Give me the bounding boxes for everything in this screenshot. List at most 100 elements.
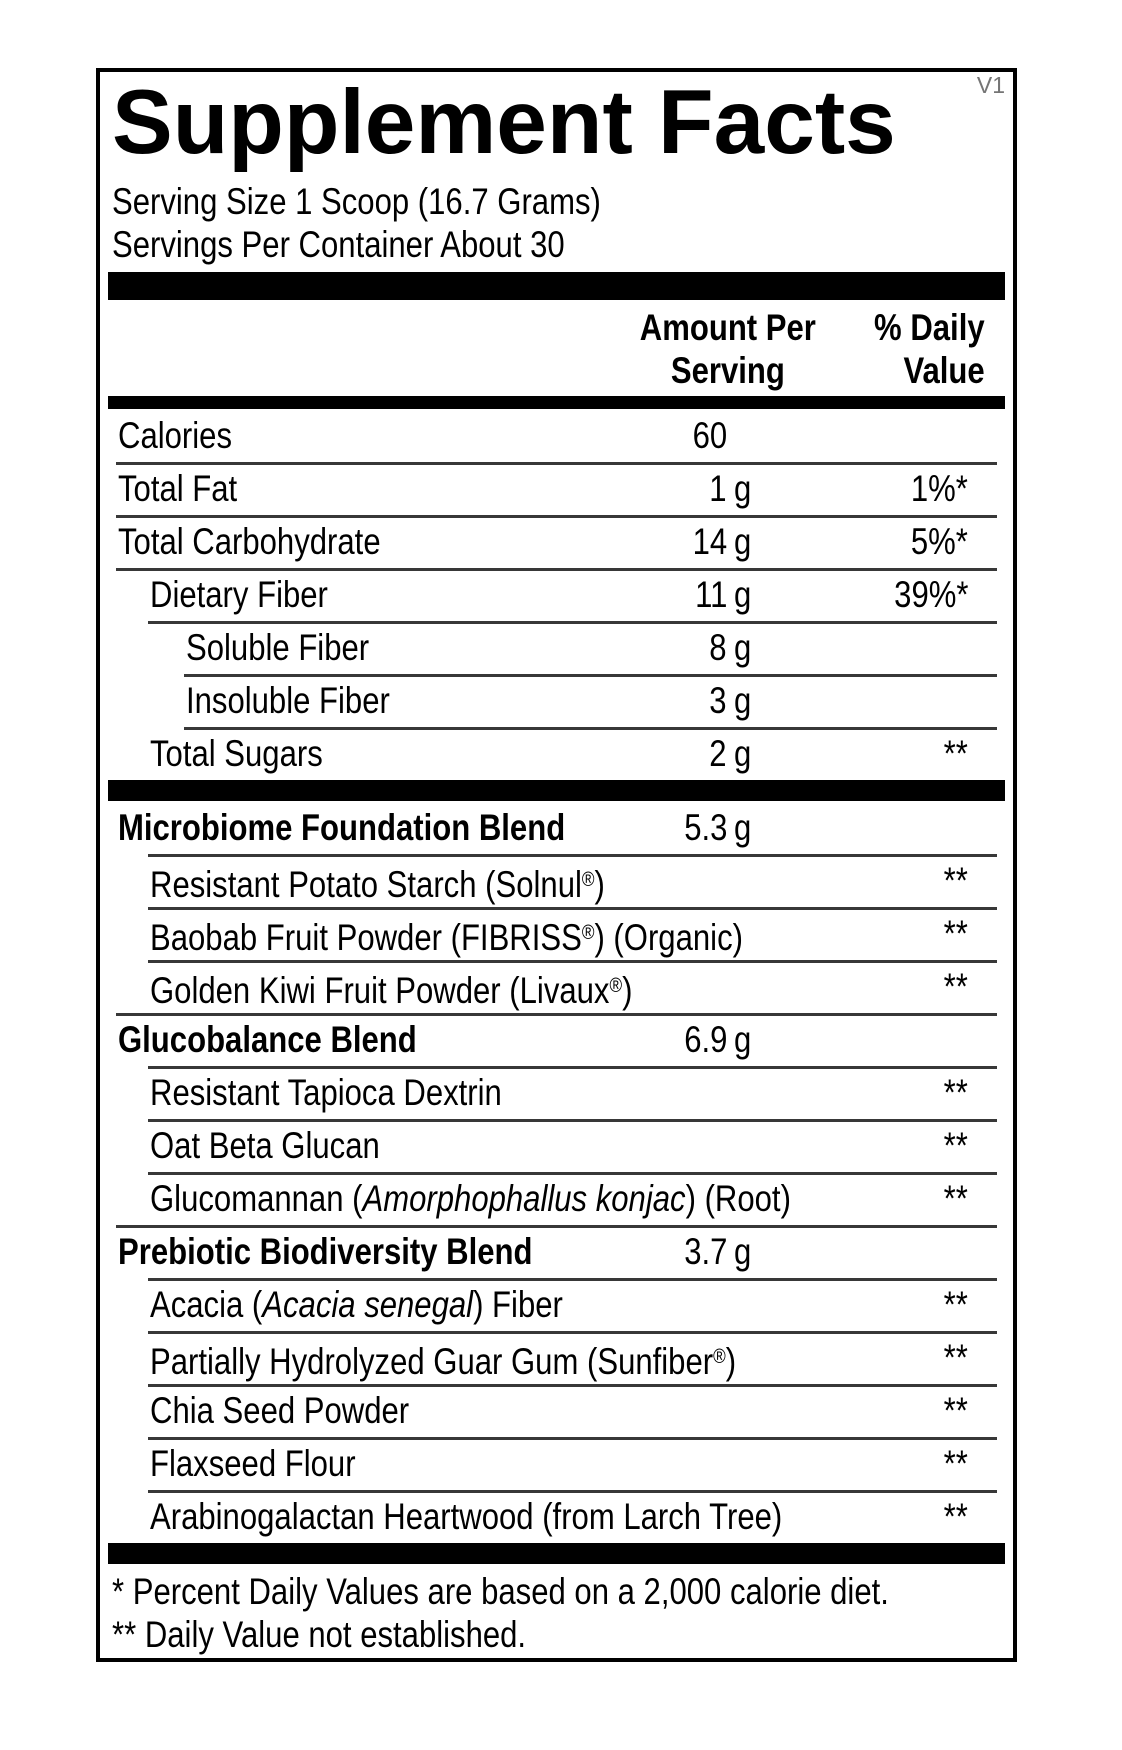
row-separator	[148, 854, 997, 857]
nutrient-name-segment: Calories	[118, 415, 233, 456]
table-row: Prebiotic Biodiversity Blend 3.7 g	[100, 1225, 1013, 1278]
amount-unit: g	[734, 807, 752, 848]
nutrient-name: Chia Seed Powder	[150, 1384, 409, 1437]
dv-header-line2: Value	[903, 350, 985, 391]
daily-value: **	[943, 1337, 968, 1378]
table-row: Calories 60	[100, 409, 1013, 462]
row-separator	[148, 1066, 997, 1069]
dv-header-line1: % Daily	[874, 307, 985, 348]
amount-value: 3	[709, 680, 727, 721]
serving-size-line: Serving Size 1 Scoop (16.7 Grams)	[112, 181, 601, 222]
table-row: Soluble Fiber 8 g	[100, 621, 1013, 674]
table-row: Glucomannan (Amorphophallus konjac) (Roo…	[100, 1172, 1013, 1225]
nutrient-name-segment: Glucomannan (	[150, 1178, 363, 1219]
daily-value: **	[943, 1125, 968, 1166]
nutrient-name-segment: Partially Hydrolyzed Guar Gum (Sunfiber	[150, 1341, 714, 1383]
nutrient-name: Calories	[118, 409, 232, 462]
daily-value-header: % Daily Value	[853, 306, 985, 392]
dv-header-line1-row: % Daily	[853, 306, 985, 349]
nutrient-name-segment: Baobab Fruit Powder (FIBRISS	[150, 917, 582, 959]
daily-value: **	[943, 733, 968, 774]
table-row: Baobab Fruit Powder (FIBRISS®) (Organic)…	[100, 907, 1013, 960]
nutrient-name: Partially Hydrolyzed Guar Gum (Sunfiber®…	[150, 1331, 736, 1388]
nutrient-name: Insoluble Fiber	[186, 674, 390, 727]
nutrient-name-segment: ) (Organic)	[594, 917, 743, 959]
nutrient-name-segment: Resistant Tapioca Dextrin	[150, 1072, 502, 1113]
table-row: Total Carbohydrate 14 g 5%*	[100, 515, 1013, 568]
table-row: Microbiome Foundation Blend 5.3 g	[100, 801, 1013, 854]
serving-info: Serving Size 1 Scoop (16.7 Grams) Servin…	[112, 180, 1013, 266]
nutrient-name-segment: Total Sugars	[150, 733, 323, 774]
registered-trademark-symbol: ®	[713, 1346, 726, 1368]
nutrient-name: Glucobalance Blend	[118, 1013, 417, 1066]
nutrient-name-segment: ) Fiber	[473, 1284, 563, 1325]
thick-divider-bar	[108, 1543, 1005, 1564]
footnote-daily-values: * Percent Daily Values are based on a 2,…	[112, 1571, 889, 1612]
nutrient-name-segment: Acacia senegal	[262, 1284, 474, 1325]
serving-size-row: Serving Size 1 Scoop (16.7 Grams)	[112, 180, 1013, 223]
nutrient-name-segment: Golden Kiwi Fruit Powder (Livaux	[150, 970, 610, 1012]
row-separator	[148, 1278, 997, 1281]
daily-value: **	[943, 1284, 968, 1325]
top-divider-bar	[108, 272, 1005, 300]
amount-unit: g	[734, 733, 752, 774]
nutrient-name: Microbiome Foundation Blend	[118, 801, 565, 854]
amount-value: 2	[709, 733, 727, 774]
table-row: Insoluble Fiber 3 g	[100, 674, 1013, 727]
row-separator	[116, 462, 997, 465]
nutrient-name: Glucomannan (Amorphophallus konjac) (Roo…	[150, 1172, 791, 1225]
table-row: Dietary Fiber 11 g 39%*	[100, 568, 1013, 621]
nutrient-name: Dietary Fiber	[150, 568, 328, 621]
registered-trademark-symbol: ®	[581, 922, 595, 944]
nutrient-name-segment: Soluble Fiber	[186, 627, 370, 668]
row-separator	[148, 621, 997, 624]
nutrient-name-segment: Prebiotic Biodiversity Blend	[118, 1231, 533, 1272]
nutrient-name: Resistant Tapioca Dextrin	[150, 1066, 502, 1119]
row-separator	[148, 960, 997, 963]
daily-value: **	[943, 1443, 968, 1484]
thick-divider-bar	[108, 780, 1005, 801]
nutrient-name-segment: Oat Beta Glucan	[150, 1125, 380, 1166]
nutrient-name: Soluble Fiber	[186, 621, 369, 674]
version-tag: V1	[976, 72, 1005, 98]
nutrient-name: Prebiotic Biodiversity Blend	[118, 1225, 533, 1278]
row-separator	[184, 727, 997, 730]
daily-value: 5%*	[910, 521, 968, 562]
label-title: Supplement Facts	[112, 72, 896, 173]
amount-value: 14	[692, 521, 727, 562]
amount-value: 1	[709, 468, 727, 509]
amount-value: 6.9	[683, 1019, 727, 1060]
amount-unit: g	[734, 627, 752, 668]
nutrient-name-segment: Arabinogalactan Heartwood (from Larch Tr…	[150, 1496, 783, 1537]
nutrient-name-segment: )	[725, 1341, 737, 1383]
dv-header-line2-row: Value	[853, 349, 985, 392]
nutrient-name: Resistant Potato Starch (Solnul®)	[150, 854, 605, 911]
supplement-facts-label: V1 Supplement Facts Serving Size 1 Scoop…	[96, 68, 1017, 1662]
amount-value: 11	[694, 574, 727, 615]
table-row: Golden Kiwi Fruit Powder (Livaux®) **	[100, 960, 1013, 1013]
nutrient-name-segment: Acacia (	[150, 1284, 263, 1325]
amount-value: 3.7	[683, 1231, 727, 1272]
nutrient-name-segment: Amorphophallus konjac	[362, 1178, 686, 1219]
servings-per-container-row: Servings Per Container About 30	[112, 223, 1013, 266]
nutrient-name-segment: Glucobalance Blend	[118, 1019, 417, 1060]
amount-unit: g	[734, 468, 752, 509]
amount-unit: g	[734, 1019, 752, 1060]
table-row: Resistant Potato Starch (Solnul®) **	[100, 854, 1013, 907]
nutrient-name-segment: Chia Seed Powder	[150, 1390, 410, 1431]
nutrient-name-segment: Microbiome Foundation Blend	[118, 807, 566, 848]
footnote-not-established: ** Daily Value not established.	[112, 1614, 527, 1655]
nutrient-name: Oat Beta Glucan	[150, 1119, 380, 1172]
daily-value: **	[943, 1072, 968, 1113]
nutrient-name-segment: Dietary Fiber	[150, 574, 328, 615]
daily-value: **	[943, 913, 968, 954]
table-row: Acacia (Acacia senegal) Fiber **	[100, 1278, 1013, 1331]
nutrient-name: Golden Kiwi Fruit Powder (Livaux®)	[150, 960, 632, 1017]
footnote-row: ** Daily Value not established.	[112, 1613, 1013, 1656]
column-headers: Amount Per Serving % Daily Value	[100, 300, 1013, 396]
servings-per-container-line: Servings Per Container About 30	[112, 224, 565, 265]
registered-trademark-symbol: ®	[581, 869, 595, 891]
amount-value: 60	[692, 415, 727, 456]
footnotes: * Percent Daily Values are based on a 2,…	[112, 1570, 1013, 1656]
row-separator	[148, 907, 997, 910]
